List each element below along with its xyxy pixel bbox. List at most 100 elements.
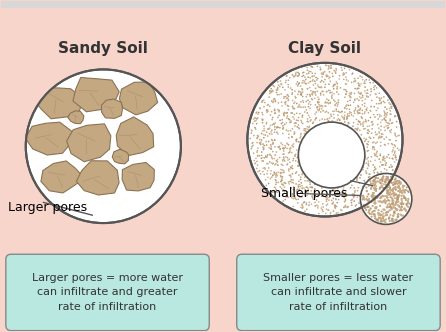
Point (391, 209, 398, 215)
Point (253, 121, 260, 126)
Point (315, 190, 322, 195)
Point (366, 77, 373, 83)
Point (373, 217, 380, 222)
Point (306, 200, 313, 205)
Point (402, 208, 409, 213)
Point (300, 100, 307, 105)
Point (285, 116, 292, 121)
Point (334, 126, 342, 132)
Point (363, 207, 370, 212)
Point (280, 125, 287, 130)
Point (325, 177, 332, 182)
Point (282, 100, 289, 106)
Point (381, 166, 388, 171)
Point (253, 116, 260, 121)
Point (384, 126, 391, 131)
Point (381, 156, 388, 161)
Point (396, 190, 404, 195)
Point (281, 189, 288, 194)
Point (377, 143, 384, 149)
Point (396, 178, 403, 184)
Point (305, 101, 312, 107)
Point (310, 131, 317, 136)
Point (333, 107, 340, 112)
Point (307, 88, 314, 93)
Point (318, 146, 325, 152)
Point (363, 185, 370, 190)
Point (347, 142, 354, 147)
Point (366, 124, 373, 129)
Point (383, 188, 390, 193)
Point (369, 196, 376, 201)
Point (393, 119, 400, 124)
Point (384, 177, 392, 182)
Point (274, 107, 281, 112)
Point (355, 83, 363, 88)
Point (378, 100, 385, 105)
Point (268, 155, 275, 160)
Point (345, 130, 352, 136)
Point (309, 74, 316, 79)
Point (371, 182, 378, 188)
Point (381, 142, 388, 148)
Point (353, 117, 360, 122)
Point (294, 193, 301, 198)
Point (324, 140, 331, 145)
Point (302, 129, 310, 134)
Point (277, 179, 285, 184)
Point (270, 141, 277, 146)
Point (327, 126, 334, 131)
Point (339, 151, 346, 156)
Point (365, 162, 372, 167)
Point (307, 75, 314, 80)
Point (284, 103, 291, 108)
Point (391, 211, 398, 216)
Point (268, 146, 275, 152)
Point (344, 114, 351, 119)
Point (288, 177, 295, 183)
Point (351, 193, 358, 198)
Point (351, 154, 359, 160)
Point (330, 188, 337, 194)
Point (317, 146, 324, 151)
Point (393, 217, 400, 222)
Point (398, 208, 405, 213)
Point (386, 128, 393, 133)
Point (248, 144, 256, 149)
Point (289, 158, 297, 163)
Point (361, 147, 368, 152)
Point (341, 147, 348, 153)
Point (374, 139, 381, 145)
Point (294, 74, 301, 79)
Point (388, 104, 395, 110)
Point (303, 190, 310, 195)
Point (377, 180, 384, 186)
Point (309, 185, 316, 190)
Point (382, 177, 389, 182)
Point (339, 134, 346, 139)
Point (294, 73, 301, 79)
Point (331, 157, 339, 162)
Point (332, 203, 339, 208)
Point (334, 137, 341, 143)
Point (277, 173, 284, 178)
Point (320, 152, 327, 157)
Point (384, 209, 392, 214)
Point (341, 172, 348, 177)
Point (359, 77, 366, 82)
Point (303, 81, 310, 86)
Point (281, 95, 288, 101)
Point (342, 203, 349, 208)
Point (327, 210, 334, 215)
Point (313, 151, 320, 156)
Point (307, 102, 314, 107)
Point (331, 205, 339, 210)
Point (345, 120, 352, 125)
Point (378, 219, 385, 224)
Point (293, 138, 300, 143)
Point (306, 167, 313, 172)
Point (301, 80, 308, 86)
Point (327, 79, 334, 84)
Point (314, 76, 321, 81)
Point (310, 167, 318, 173)
